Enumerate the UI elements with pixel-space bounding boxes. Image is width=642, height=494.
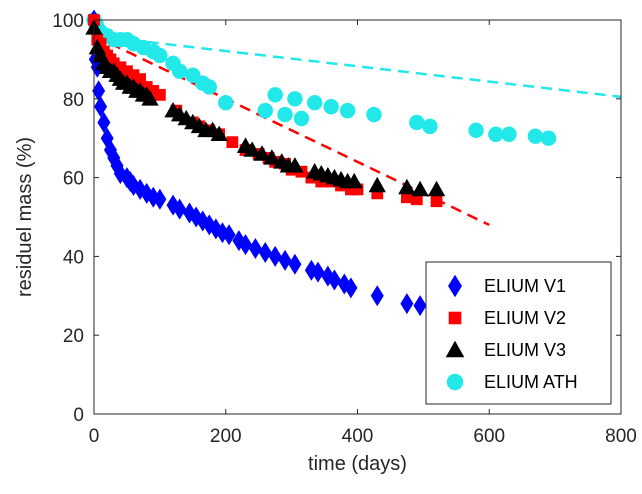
data-point xyxy=(94,96,108,118)
data-point xyxy=(134,73,146,85)
data-point xyxy=(267,87,283,103)
fit-line-2 xyxy=(93,34,622,99)
legend-label: ELIUM V3 xyxy=(484,340,566,360)
data-point xyxy=(268,245,282,267)
data-point xyxy=(153,88,166,101)
data-point xyxy=(153,188,167,210)
data-point xyxy=(339,102,356,119)
data-point xyxy=(127,69,140,82)
series-3 xyxy=(85,19,446,197)
data-point xyxy=(263,149,281,165)
data-point xyxy=(540,130,557,146)
data-point xyxy=(258,241,272,263)
data-point xyxy=(410,193,423,206)
data-point xyxy=(327,269,341,291)
x-tick-label: 0 xyxy=(89,426,100,447)
y-tick-label: 100 xyxy=(52,11,84,32)
data-point xyxy=(173,198,187,220)
data-point xyxy=(121,65,133,78)
data-point xyxy=(427,180,446,197)
data-point xyxy=(488,126,504,142)
legend-label: ELIUM ATH xyxy=(484,372,578,392)
legend-marker xyxy=(448,274,462,298)
legend-item: ELIUM ATH xyxy=(446,372,578,392)
x-tick-label: 800 xyxy=(605,426,637,447)
data-point xyxy=(311,261,325,283)
x-tick-label: 400 xyxy=(342,426,374,447)
data-point xyxy=(422,118,438,135)
y-tick-label: 40 xyxy=(63,247,84,268)
legend-label: ELIUM V1 xyxy=(484,276,566,296)
data-point xyxy=(218,95,234,111)
data-point xyxy=(366,106,382,123)
data-point xyxy=(501,126,517,142)
data-point xyxy=(371,187,384,200)
data-point xyxy=(430,195,443,208)
data-point xyxy=(147,85,160,97)
x-tick-label: 600 xyxy=(473,426,505,447)
legend-item: ELIUM V1 xyxy=(448,274,566,298)
data-point xyxy=(306,95,323,111)
data-point xyxy=(287,91,303,107)
data-point xyxy=(345,183,357,196)
data-point xyxy=(370,285,384,307)
legend-marker xyxy=(448,311,462,325)
data-point xyxy=(114,61,127,74)
data-point xyxy=(411,180,429,197)
data-point xyxy=(413,295,427,317)
legend: ELIUM V1 ELIUM V2 ELIUM V3 ELIUM ATH xyxy=(425,261,612,405)
data-point xyxy=(278,249,292,271)
data-point xyxy=(239,234,253,256)
data-point xyxy=(202,214,216,236)
data-point xyxy=(400,293,414,315)
data-point xyxy=(171,63,188,79)
data-point xyxy=(288,253,302,275)
data-point xyxy=(141,90,159,106)
legend-item: ELIUM V2 xyxy=(448,308,566,328)
data-point xyxy=(107,147,121,169)
data-point xyxy=(97,111,111,133)
data-point xyxy=(323,98,339,115)
y-tick-label: 60 xyxy=(63,169,84,190)
data-point xyxy=(201,79,217,95)
legend-label: ELIUM V2 xyxy=(484,308,566,328)
data-point xyxy=(527,128,544,144)
y-tick-label: 80 xyxy=(63,90,84,111)
data-point xyxy=(293,110,310,127)
data-point xyxy=(248,238,262,260)
data-point xyxy=(257,102,273,119)
data-point xyxy=(468,122,484,139)
data-point xyxy=(210,125,228,142)
y-axis-label: residuel mass (%) xyxy=(14,137,36,297)
data-point xyxy=(368,176,386,193)
data-point xyxy=(401,191,413,204)
data-point xyxy=(277,106,293,123)
data-point xyxy=(226,136,239,149)
data-point xyxy=(222,224,236,246)
data-point xyxy=(103,139,117,161)
data-point xyxy=(94,37,107,50)
data-point xyxy=(286,157,304,173)
x-axis-label: time (days) xyxy=(308,453,407,475)
data-point xyxy=(92,80,106,102)
y-tick-label: 20 xyxy=(63,326,84,347)
x-tick-label: 200 xyxy=(210,426,242,447)
data-point xyxy=(253,145,271,161)
legend-item: ELIUM V3 xyxy=(445,340,566,360)
axis-ticks: 0 200 400 600 800 0 20 40 60 80 100 xyxy=(52,11,637,447)
data-point xyxy=(152,47,168,64)
series-1 xyxy=(87,9,427,317)
data-point xyxy=(243,141,261,157)
data-point xyxy=(398,178,416,195)
legend-marker xyxy=(446,373,464,391)
y-tick-label: 0 xyxy=(73,405,84,426)
data-point xyxy=(344,277,358,299)
data-points xyxy=(85,9,557,317)
data-point xyxy=(345,172,363,189)
data-point xyxy=(351,183,364,196)
data-point xyxy=(409,114,425,131)
legend-marker xyxy=(445,340,465,358)
